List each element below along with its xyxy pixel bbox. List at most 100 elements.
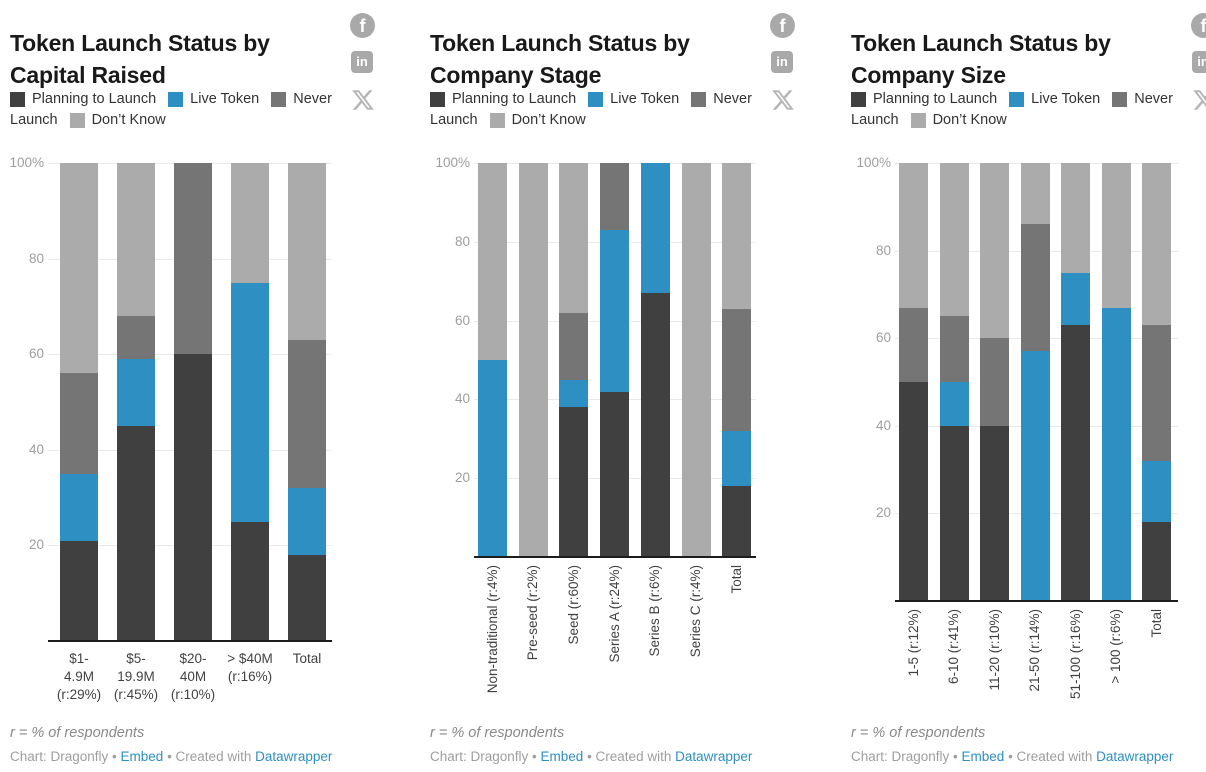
legend-label: Don’t Know [932, 112, 1007, 128]
legend-label: Never Launch [430, 91, 752, 128]
bar-segment [899, 163, 928, 308]
legend-label: Don’t Know [91, 112, 166, 128]
stacked-bar [478, 163, 507, 557]
bar-segment [288, 488, 326, 555]
x-axis-category-label: Pre-seed (r:2%) [525, 565, 541, 661]
category-label-line: (r:10%) [170, 687, 216, 702]
category-label-line: 40M [179, 669, 207, 684]
credit-source: Chart: Dragonfly [10, 749, 109, 764]
x-twitter-share-icon[interactable] [771, 88, 795, 112]
stacked-bar [939, 163, 969, 601]
legend-swatch-live [588, 92, 604, 107]
x-axis-category-label: > 100 (r:6%) [1108, 609, 1123, 684]
category-label-line: 4.9M [63, 669, 94, 684]
legend-swatch-never [271, 92, 287, 107]
category-label-line: (r:45%) [113, 687, 159, 702]
legend-item-live: Live Token [1009, 91, 1100, 107]
credit-separator: • [1004, 749, 1017, 764]
bar-segment [722, 430, 752, 487]
bar-segment [899, 307, 928, 382]
datawrapper-link[interactable]: Datawrapper [675, 749, 753, 764]
legend-swatch-dontknow [910, 113, 926, 128]
bar-segment [980, 338, 1009, 426]
plot-area [895, 163, 1178, 602]
credit-created-with: Created with [175, 749, 256, 764]
legend-swatch-never [1112, 92, 1128, 107]
bar-segment [60, 163, 98, 374]
legend-item-live: Live Token [588, 91, 679, 107]
bar-segment [600, 391, 630, 557]
y-axis-tick-label: 100% [856, 155, 891, 170]
stacked-bar [899, 163, 928, 601]
bar-segment [939, 382, 969, 426]
facebook-share-icon[interactable]: f [350, 13, 375, 38]
legend: Planning to Launch Live Token Never Launch… [851, 89, 1192, 131]
bar-segment [722, 308, 752, 431]
legend-item-planning: Planning to Launch [10, 91, 156, 107]
bar-segment [117, 315, 155, 359]
linkedin-share-icon[interactable]: in [771, 51, 793, 73]
share-icons: f in [350, 13, 376, 112]
x-axis-category-label: 6-10 (r:41%) [946, 609, 961, 685]
legend-item-live: Live Token [168, 91, 259, 107]
x-twitter-share-icon[interactable] [351, 88, 375, 112]
bar-segment [60, 473, 98, 541]
plot-area [474, 163, 756, 558]
x-axis-category-label: 11-20 (r:10%) [986, 609, 1002, 691]
x-axis-category-label: Series C (r:4%) [688, 565, 703, 658]
bar-segment [1101, 163, 1131, 308]
facebook-share-icon[interactable]: f [770, 13, 795, 38]
bar-segment [980, 425, 1009, 601]
bar-segment [288, 163, 326, 340]
share-icons: f in [1191, 13, 1206, 112]
stacked-bar [1020, 163, 1050, 601]
embed-link[interactable]: Embed [540, 749, 584, 764]
legend-item-never: Never Launch [430, 91, 752, 128]
bar-segment [174, 354, 212, 641]
bar-segment [980, 163, 1009, 339]
bar-segment [288, 339, 326, 489]
y-axis-tick-label: 100% [9, 155, 44, 170]
y-axis-tick-label: 60 [875, 330, 891, 346]
datawrapper-link[interactable]: Datawrapper [255, 749, 333, 764]
x-axis-category-label: > $40M (r:16%) [221, 650, 279, 686]
bar-segment [231, 163, 269, 283]
embed-link[interactable]: Embed [120, 749, 164, 764]
chart-credit: Chart: Dragonfly • Embed • Created with … [851, 749, 1173, 764]
bar-segment [939, 163, 969, 317]
legend-label: Don’t Know [511, 112, 586, 128]
credit-source: Chart: Dragonfly [430, 749, 529, 764]
bar-segment [231, 282, 269, 522]
bar-segment [600, 163, 630, 230]
credit-separator: • [163, 749, 176, 764]
x-twitter-share-icon[interactable] [1192, 88, 1206, 112]
facebook-share-icon[interactable]: f [1191, 13, 1206, 38]
stacked-bar [1142, 163, 1171, 601]
bar-segment [559, 407, 589, 557]
bar-segment [478, 360, 507, 557]
legend-label: Live Token [190, 91, 260, 107]
chart-panel-company-size: Token Launch Status by Company Size Plan… [851, 0, 1206, 772]
x-axis-line [474, 556, 756, 558]
bar-segment [722, 486, 752, 557]
legend-label: Live Token [610, 91, 680, 107]
legend-swatch-never [691, 92, 707, 107]
stacked-bar [60, 163, 98, 641]
footnote: r = % of respondents [10, 725, 145, 741]
linkedin-share-icon[interactable]: in [351, 51, 373, 73]
embed-link[interactable]: Embed [961, 749, 1005, 764]
plot-area [48, 163, 332, 642]
category-label-line: $1- [69, 651, 89, 666]
x-axis-category-label: Series B (r:6%) [647, 565, 663, 657]
credit-separator: • [108, 749, 121, 764]
bar-segment [640, 293, 670, 557]
bar-segment [117, 359, 155, 426]
bar-segment [288, 554, 326, 641]
bar-segment [518, 163, 548, 557]
y-axis-tick-label: 60 [28, 346, 44, 362]
datawrapper-link[interactable]: Datawrapper [1096, 749, 1174, 764]
chart-credit: Chart: Dragonfly • Embed • Created with … [10, 749, 332, 764]
bar-segment [1142, 460, 1171, 523]
credit-created-with: Created with [595, 749, 676, 764]
linkedin-share-icon[interactable]: in [1192, 51, 1206, 73]
